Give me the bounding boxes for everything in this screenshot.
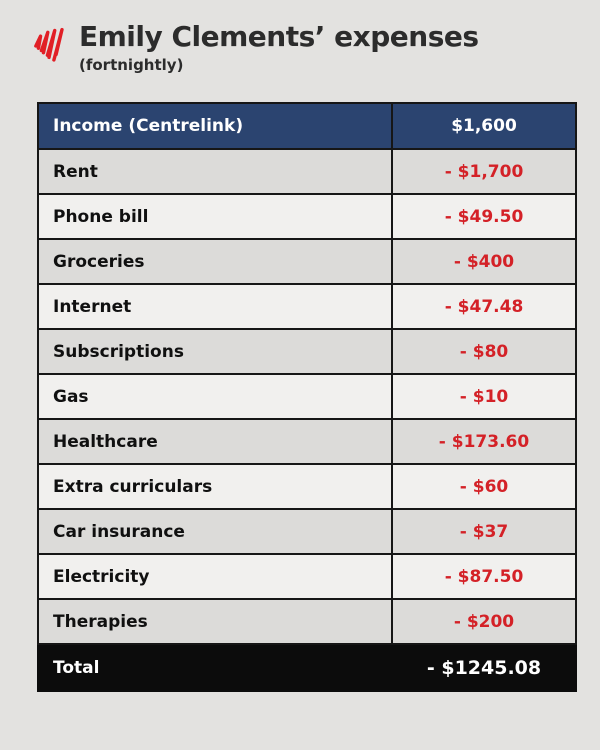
expense-value: - $80 bbox=[391, 328, 577, 376]
expense-label: Rent bbox=[37, 148, 393, 196]
expense-value: - $37 bbox=[391, 508, 577, 556]
expense-row: Groceries - $400 bbox=[37, 238, 577, 286]
expense-value: - $200 bbox=[391, 598, 577, 646]
expense-row: Car insurance - $37 bbox=[37, 508, 577, 556]
expense-label: Internet bbox=[37, 283, 393, 331]
expense-label: Extra curriculars bbox=[37, 463, 393, 511]
expense-value: - $49.50 bbox=[391, 193, 577, 241]
expense-value: - $173.60 bbox=[391, 418, 577, 466]
title-block: Emily Clements’ expenses (fortnightly) bbox=[79, 20, 479, 75]
income-label: Income (Centrelink) bbox=[37, 102, 393, 151]
expense-row: Internet - $47.48 bbox=[37, 283, 577, 331]
expense-label: Electricity bbox=[37, 553, 393, 601]
expense-row: Therapies - $200 bbox=[37, 598, 577, 646]
expense-label: Car insurance bbox=[37, 508, 393, 556]
expense-label: Therapies bbox=[37, 598, 393, 646]
expenses-table: Income (Centrelink) $1,600 Rent - $1,700 P… bbox=[37, 102, 577, 693]
expense-row: Phone bill - $49.50 bbox=[37, 193, 577, 241]
total-label: Total bbox=[37, 643, 393, 693]
expense-value: - $10 bbox=[391, 373, 577, 421]
income-row: Income (Centrelink) $1,600 bbox=[37, 102, 577, 151]
page-title: Emily Clements’ expenses bbox=[79, 20, 479, 53]
expense-row: Subscriptions - $80 bbox=[37, 328, 577, 376]
total-row: Total - $1245.08 bbox=[37, 643, 577, 693]
expense-value: - $47.48 bbox=[391, 283, 577, 331]
total-value: - $1245.08 bbox=[391, 643, 577, 693]
expense-row: Electricity - $87.50 bbox=[37, 553, 577, 601]
expense-row: Healthcare - $173.60 bbox=[37, 418, 577, 466]
expense-label: Gas bbox=[37, 373, 393, 421]
expense-value: - $400 bbox=[391, 238, 577, 286]
expense-row: Rent - $1,700 bbox=[37, 148, 577, 196]
expense-row: Gas - $10 bbox=[37, 373, 577, 421]
expense-value: - $1,700 bbox=[391, 148, 577, 196]
expense-value: - $60 bbox=[391, 463, 577, 511]
expense-label: Phone bill bbox=[37, 193, 393, 241]
expense-label: Subscriptions bbox=[37, 328, 393, 376]
income-value: $1,600 bbox=[391, 102, 577, 151]
page-subtitle: (fortnightly) bbox=[79, 56, 184, 75]
sbs-logo-icon bbox=[34, 27, 64, 62]
page-header: Emily Clements’ expenses (fortnightly) bbox=[0, 0, 600, 74]
expense-label: Healthcare bbox=[37, 418, 393, 466]
expense-row: Extra curriculars - $60 bbox=[37, 463, 577, 511]
expense-label: Groceries bbox=[37, 238, 393, 286]
expense-value: - $87.50 bbox=[391, 553, 577, 601]
